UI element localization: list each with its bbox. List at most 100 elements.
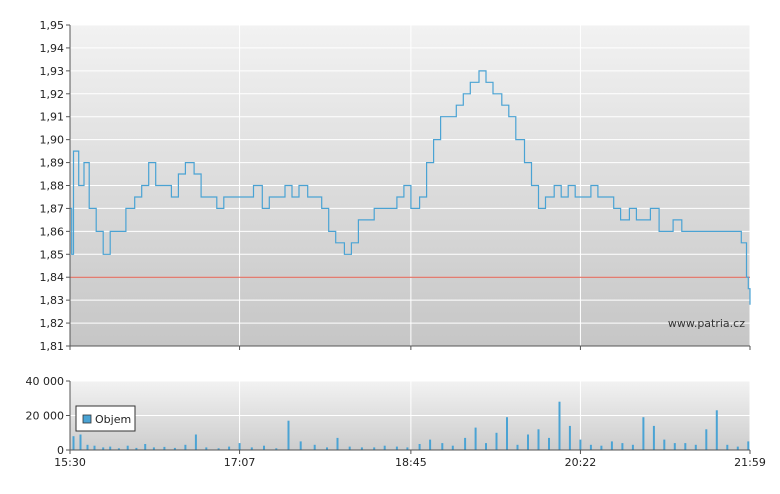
volume-bar (238, 443, 241, 450)
volume-bar (373, 447, 376, 450)
volume-bar (558, 401, 561, 450)
price-tick-label: 1,94 (40, 42, 65, 55)
volume-bar (548, 437, 550, 450)
volume-bar (441, 443, 444, 450)
price-tick-label: 1,92 (40, 88, 65, 101)
volume-bar (313, 444, 316, 450)
volume-bar (537, 429, 540, 450)
volume-bar (579, 439, 582, 450)
volume-bar (395, 446, 398, 450)
time-x-ticks: 15:30 17:07 18:45 20:22 21:59 (54, 346, 766, 469)
volume-bar (568, 425, 571, 450)
volume-tick-label: 20 000 (26, 410, 65, 423)
volume-bar (610, 441, 613, 450)
volume-y-ticks: 0 20 000 40 000 (26, 375, 70, 457)
volume-bar (336, 437, 339, 450)
price-tick-label: 1,85 (40, 248, 65, 261)
volume-bar (621, 443, 624, 450)
volume-legend: Objem (75, 405, 136, 432)
volume-bar (495, 432, 498, 451)
volume-bar (144, 444, 147, 450)
legend-label: Objem (95, 413, 131, 426)
volume-bar (79, 434, 82, 450)
time-tick-label: 21:59 (734, 456, 766, 469)
volume-bar (194, 434, 197, 450)
volume-tick-label: 0 (57, 444, 64, 457)
volume-bar (474, 427, 477, 450)
volume-bar (163, 446, 166, 450)
volume-bar (406, 447, 409, 450)
time-tick-label: 17:07 (224, 456, 256, 469)
volume-bar (275, 448, 278, 450)
price-tick-label: 1,89 (40, 157, 65, 170)
price-tick-label: 1,81 (40, 340, 65, 353)
volume-bars (72, 401, 750, 451)
volume-bar (631, 444, 634, 450)
volume-bar (184, 444, 187, 450)
volume-bar (642, 417, 645, 450)
volume-bar (263, 445, 265, 450)
price-panel: 1,81 1,82 1,83 1,84 1,85 1,86 1,87 1,88 1,89 1,90… (40, 19, 751, 353)
volume-bar (464, 437, 467, 450)
volume-bar (429, 439, 432, 450)
time-tick-label: 15:30 (54, 456, 86, 469)
time-tick-label: 20:22 (565, 456, 597, 469)
volume-bar (217, 448, 220, 450)
volume-bar (418, 444, 421, 450)
volume-bar (715, 410, 718, 450)
volume-bar (152, 447, 155, 450)
volume-bar (109, 446, 112, 450)
volume-bar (117, 448, 120, 450)
volume-bar (287, 420, 290, 450)
volume-bar (516, 444, 519, 450)
volume-bar (299, 441, 302, 450)
price-tick-label: 1,83 (40, 294, 65, 307)
volume-bar (663, 439, 666, 450)
volume-bar (705, 429, 708, 450)
volume-bar (451, 445, 454, 450)
volume-bar (506, 417, 508, 450)
volume-bar (228, 446, 231, 450)
volume-bar (86, 444, 89, 450)
volume-bar (600, 445, 603, 450)
volume-bar (102, 447, 105, 450)
volume-bar (684, 443, 687, 450)
volume-bar (736, 446, 739, 450)
price-tick-label: 1,84 (40, 271, 65, 284)
volume-bar (383, 445, 386, 450)
price-tick-label: 1,87 (40, 202, 65, 215)
price-tick-label: 1,82 (40, 317, 65, 330)
price-tick-label: 1,95 (40, 19, 65, 32)
volume-tick-label: 40 000 (26, 375, 65, 388)
volume-bar (348, 446, 351, 450)
price-tick-label: 1,93 (40, 65, 65, 78)
legend-swatch (82, 414, 92, 424)
volume-bar (485, 443, 487, 450)
price-tick-label: 1,88 (40, 180, 65, 193)
volume-bar (726, 444, 729, 450)
volume-bar (72, 436, 75, 450)
volume-bar (135, 447, 138, 450)
watermark-text: www.patria.cz (668, 317, 745, 330)
volume-bar (360, 447, 363, 450)
volume-bar (527, 434, 529, 450)
volume-bar (326, 447, 328, 450)
volume-bar (589, 444, 592, 450)
price-y-ticks: 1,81 1,82 1,83 1,84 1,85 1,86 1,87 1,88 1,89 1,90… (40, 19, 70, 353)
time-tick-label: 18:45 (395, 456, 427, 469)
volume-bar (694, 444, 697, 450)
volume-bar (652, 425, 655, 450)
volume-bar (93, 445, 96, 450)
volume-bar (250, 447, 253, 450)
price-tick-label: 1,86 (40, 225, 65, 238)
volume-bar (173, 447, 176, 450)
price-tick-label: 1,91 (40, 111, 65, 124)
price-tick-label: 1,90 (40, 134, 65, 147)
volume-bar (205, 447, 208, 450)
price-series-line (70, 70, 751, 305)
volume-bar (126, 445, 129, 450)
volume-bar (747, 441, 750, 450)
